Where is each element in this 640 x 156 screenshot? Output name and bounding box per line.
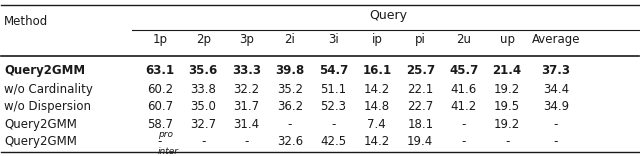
Text: 19.2: 19.2 xyxy=(494,118,520,131)
Text: up: up xyxy=(500,33,515,46)
Text: -: - xyxy=(554,135,558,148)
Text: 45.7: 45.7 xyxy=(449,64,478,77)
Text: 19.2: 19.2 xyxy=(494,83,520,96)
Text: Method: Method xyxy=(4,15,48,28)
Text: 18.1: 18.1 xyxy=(407,118,433,131)
Text: 34.9: 34.9 xyxy=(543,100,569,113)
Text: 41.6: 41.6 xyxy=(451,83,477,96)
Text: 14.8: 14.8 xyxy=(364,100,390,113)
Text: 36.2: 36.2 xyxy=(277,100,303,113)
Text: -: - xyxy=(244,135,249,148)
Text: 39.8: 39.8 xyxy=(275,64,305,77)
Text: 2i: 2i xyxy=(285,33,296,46)
Text: -: - xyxy=(554,118,558,131)
Text: -: - xyxy=(505,135,509,148)
Text: 7.4: 7.4 xyxy=(367,118,386,131)
Text: 37.3: 37.3 xyxy=(541,64,570,77)
Text: 60.7: 60.7 xyxy=(147,100,173,113)
Text: -: - xyxy=(201,135,205,148)
Text: 33.8: 33.8 xyxy=(190,83,216,96)
Text: -: - xyxy=(461,135,466,148)
Text: -: - xyxy=(288,118,292,131)
Text: 34.4: 34.4 xyxy=(543,83,569,96)
Text: w/o Dispersion: w/o Dispersion xyxy=(4,100,91,113)
Text: 3p: 3p xyxy=(239,33,254,46)
Text: Average: Average xyxy=(532,33,580,46)
Text: 16.1: 16.1 xyxy=(362,64,392,77)
Text: 3i: 3i xyxy=(328,33,339,46)
Text: pro: pro xyxy=(157,130,173,139)
Text: -: - xyxy=(461,118,466,131)
Text: w/o Cardinality: w/o Cardinality xyxy=(4,83,93,96)
Text: 54.7: 54.7 xyxy=(319,64,348,77)
Text: inter: inter xyxy=(157,147,179,156)
Text: 41.2: 41.2 xyxy=(451,100,477,113)
Text: Query: Query xyxy=(370,9,408,22)
Text: 32.6: 32.6 xyxy=(277,135,303,148)
Text: 31.7: 31.7 xyxy=(234,100,260,113)
Text: 2p: 2p xyxy=(196,33,211,46)
Text: -: - xyxy=(332,118,335,131)
Text: 51.1: 51.1 xyxy=(321,83,346,96)
Text: 35.2: 35.2 xyxy=(277,83,303,96)
Text: 63.1: 63.1 xyxy=(145,64,174,77)
Text: 21.4: 21.4 xyxy=(493,64,522,77)
Text: 32.2: 32.2 xyxy=(234,83,260,96)
Text: pi: pi xyxy=(415,33,426,46)
Text: 58.7: 58.7 xyxy=(147,118,173,131)
Text: Query2GMM: Query2GMM xyxy=(4,135,77,148)
Text: ip: ip xyxy=(371,33,382,46)
Text: Query2GMM: Query2GMM xyxy=(4,118,77,131)
Text: 60.2: 60.2 xyxy=(147,83,173,96)
Text: Query2GMM: Query2GMM xyxy=(4,64,85,77)
Text: Query2GMM: Query2GMM xyxy=(4,118,77,131)
Text: Query2GMM: Query2GMM xyxy=(4,135,77,148)
Text: 22.1: 22.1 xyxy=(407,83,433,96)
Text: 19.4: 19.4 xyxy=(407,135,433,148)
Text: 1p: 1p xyxy=(152,33,167,46)
Text: -: - xyxy=(157,135,162,148)
Text: 33.3: 33.3 xyxy=(232,64,261,77)
Text: 2u: 2u xyxy=(456,33,471,46)
Text: 35.6: 35.6 xyxy=(189,64,218,77)
Text: 19.5: 19.5 xyxy=(494,100,520,113)
Text: 52.3: 52.3 xyxy=(321,100,346,113)
Text: 31.4: 31.4 xyxy=(234,118,260,131)
Text: 14.2: 14.2 xyxy=(364,135,390,148)
Text: 32.7: 32.7 xyxy=(190,118,216,131)
Text: 14.2: 14.2 xyxy=(364,83,390,96)
Text: 25.7: 25.7 xyxy=(406,64,435,77)
Text: 42.5: 42.5 xyxy=(321,135,346,148)
Text: 35.0: 35.0 xyxy=(190,100,216,113)
Text: 22.7: 22.7 xyxy=(407,100,433,113)
